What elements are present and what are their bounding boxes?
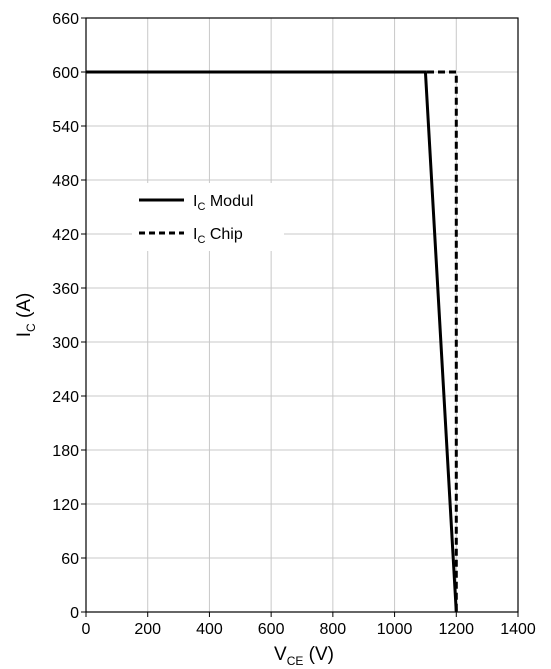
y-tick-label: 600 — [52, 65, 79, 82]
x-tick-label: 200 — [134, 621, 161, 638]
y-axis-title-sub: C — [24, 323, 38, 332]
x-tick-label: 0 — [82, 621, 91, 638]
y-tick-label: 420 — [52, 227, 79, 244]
legend-modul-sub: C — [197, 201, 205, 213]
x-axis-title-unit: (V) — [303, 644, 334, 665]
legend-modul-main: I — [193, 193, 197, 210]
y-tick-label: 60 — [61, 551, 79, 568]
y-axis-title-group: IC (A) — [14, 293, 38, 338]
y-tick-label: 360 — [52, 281, 79, 298]
x-axis-title-sub: CE — [287, 654, 304, 668]
legend-chip-sub: C — [197, 234, 205, 246]
x-axis-title-main: V — [274, 644, 287, 665]
y-tick-label: 480 — [52, 173, 79, 190]
y-axis-title-unit: (A) — [14, 293, 35, 324]
legend-label-chip: IC Chip — [193, 226, 243, 246]
y-tick-label: 0 — [70, 605, 79, 622]
series-layer — [86, 70, 458, 613]
x-tick-label: 1000 — [377, 621, 413, 638]
y-tick-label: 120 — [52, 497, 79, 514]
legend-box — [132, 183, 284, 251]
y-tick-label: 180 — [52, 443, 79, 460]
legend-chip-main: I — [193, 226, 197, 243]
x-tick-labels: 0 200 400 600 800 1000 1200 1400 — [82, 621, 536, 638]
legend: IC Modul IC Chip — [132, 183, 284, 251]
series-line-modul — [86, 70, 458, 613]
y-tick-label: 540 — [52, 119, 79, 136]
x-tick-label: 600 — [258, 621, 285, 638]
y-tick-label: 300 — [52, 335, 79, 352]
plot-frame — [85, 17, 519, 613]
y-tick-label: 660 — [52, 11, 79, 28]
y-axis-title: IC (A) — [14, 293, 38, 338]
legend-label-modul: IC Modul — [193, 193, 253, 213]
x-tick-label: 1400 — [500, 621, 536, 638]
y-tick-labels: 0 60 120 180 240 300 360 420 480 540 600 660 — [52, 11, 79, 622]
x-axis-title: VCE (V) — [274, 644, 334, 668]
x-tick-label: 800 — [320, 621, 347, 638]
y-axis-title-main: I — [14, 332, 35, 337]
x-tick-label: 1200 — [438, 621, 474, 638]
legend-chip-rest: Chip — [205, 226, 242, 243]
legend-modul-rest: Modul — [205, 193, 253, 210]
x-tick-label: 400 — [196, 621, 223, 638]
y-tick-label: 240 — [52, 389, 79, 406]
